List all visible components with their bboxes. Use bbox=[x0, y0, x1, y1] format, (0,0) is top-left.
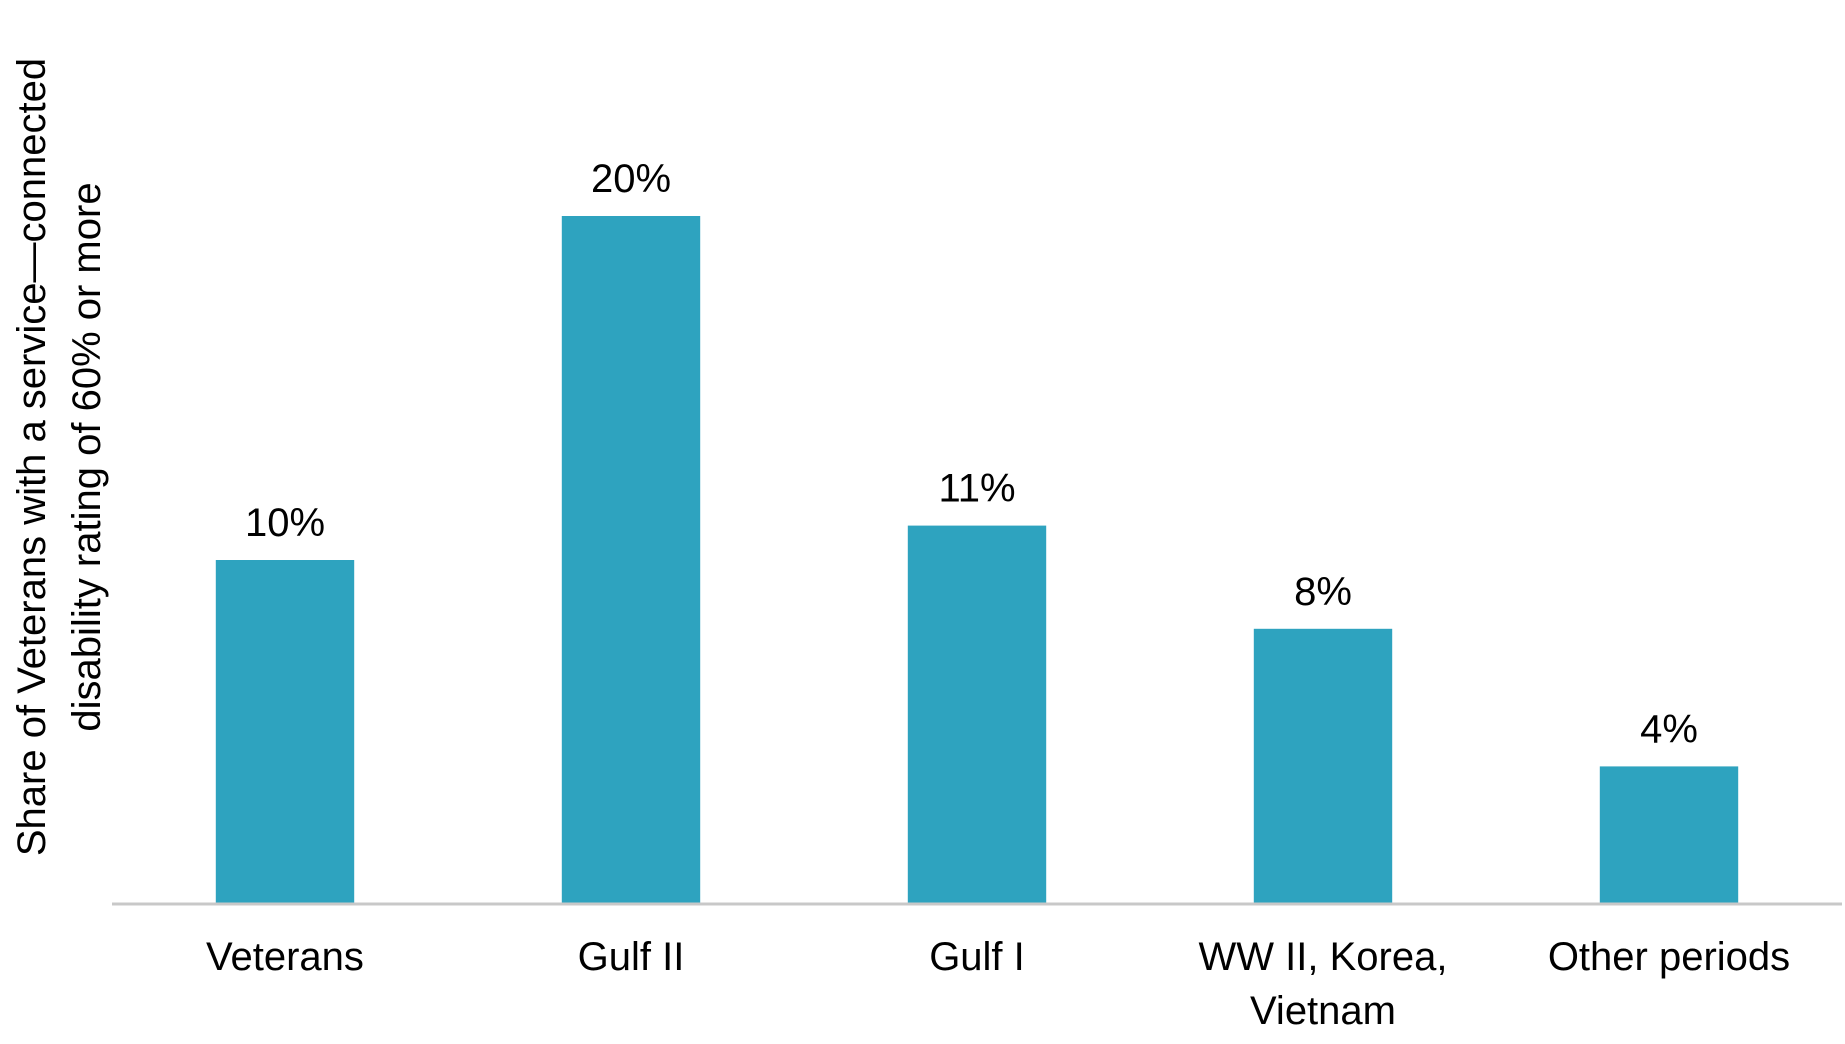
bar bbox=[215, 560, 355, 904]
value-label: 8% bbox=[1294, 570, 1352, 614]
bar bbox=[561, 216, 701, 904]
x-tick-label: Gulf II bbox=[577, 935, 685, 979]
bar bbox=[907, 525, 1047, 904]
bar bbox=[1599, 766, 1739, 904]
value-label: 4% bbox=[1640, 707, 1698, 751]
x-tick-label: Other periods bbox=[1547, 935, 1791, 979]
x-tick-label: Gulf I bbox=[929, 935, 1025, 979]
value-label: 11% bbox=[938, 467, 1015, 511]
value-label: 20% bbox=[591, 157, 671, 201]
x-tick-label: WW II, Korea, Vietnam bbox=[1198, 935, 1448, 1033]
x-tick-label: Veterans bbox=[206, 935, 364, 979]
bar bbox=[1253, 628, 1393, 904]
value-label: 10% bbox=[245, 501, 325, 545]
